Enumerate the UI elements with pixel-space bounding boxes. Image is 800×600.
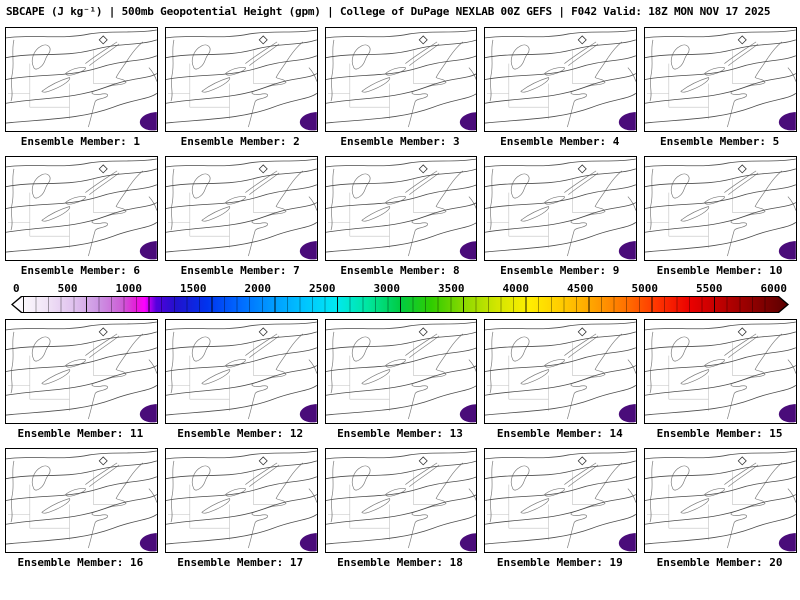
colorbar-tick: 4000 — [502, 282, 530, 295]
ensemble-panel: Ensemble Member: 5 — [644, 27, 797, 150]
ensemble-panel: Ensemble Member: 14 — [484, 319, 638, 442]
weather-map-graphic — [5, 27, 158, 132]
ensemble-member-label: Ensemble Member: 8 — [340, 264, 460, 277]
weather-map-graphic — [644, 156, 797, 261]
colorbar-tick: 5000 — [631, 282, 659, 295]
ensemble-panel: Ensemble Member: 19 — [484, 448, 638, 571]
colorbar-tick: 2000 — [244, 282, 272, 295]
page-title: SBCAPE (J kg⁻¹) | 500mb Geopotential Hei… — [6, 5, 771, 18]
ensemble-member-label: Ensemble Member: 17 — [177, 556, 304, 569]
ensemble-panel: Ensemble Member: 16 — [5, 448, 158, 571]
weather-map-graphic — [324, 319, 478, 424]
ensemble-member-label: Ensemble Member: 3 — [340, 135, 460, 148]
ensemble-member-label: Ensemble Member: 13 — [337, 427, 463, 440]
ensemble-panel: Ensemble Member: 2 — [164, 27, 318, 150]
panel-grid: Ensemble Member: 1 Ensemble Member: 2 En… — [0, 27, 800, 571]
weather-map-graphic — [484, 448, 638, 553]
ensemble-panel: Ensemble Member: 8 — [324, 156, 478, 279]
weather-map-graphic — [324, 156, 478, 261]
ensemble-panel: Ensemble Member: 18 — [324, 448, 478, 571]
weather-map-graphic — [5, 319, 158, 424]
colorbar-tick: 5500 — [696, 282, 723, 295]
ensemble-member-label: Ensemble Member: 4 — [500, 135, 620, 148]
ensemble-member-label: Ensemble Member: 18 — [337, 556, 463, 569]
weather-map-graphic — [644, 319, 797, 424]
weather-map-graphic — [484, 156, 638, 261]
ensemble-member-label: Ensemble Member: 7 — [180, 264, 300, 277]
colorbar: 0 500 1000 1500 2000 2500 3000 3500 4000… — [11, 282, 789, 313]
weather-map-graphic — [164, 448, 318, 553]
ensemble-member-label: Ensemble Member: 16 — [17, 556, 144, 569]
ensemble-panel: Ensemble Member: 9 — [484, 156, 638, 279]
ensemble-panel: Ensemble Member: 15 — [644, 319, 797, 442]
colorbar-tick: 1000 — [115, 282, 143, 295]
colorbar-tick: 500 — [57, 282, 78, 295]
ensemble-row-4: Ensemble Member: 16 Ensemble Member: 17 … — [5, 448, 797, 571]
weather-map-graphic — [5, 156, 158, 261]
ensemble-member-label: Ensemble Member: 15 — [656, 427, 783, 440]
weather-map-graphic — [164, 156, 318, 261]
colorbar-tick-labels: 0 500 1000 1500 2000 2500 3000 3500 4000… — [11, 282, 789, 295]
ensemble-panel: Ensemble Member: 1 — [5, 27, 158, 150]
ensemble-panel: Ensemble Member: 17 — [164, 448, 318, 571]
weather-map-graphic — [484, 319, 638, 424]
ensemble-member-label: Ensemble Member: 1 — [20, 135, 140, 148]
colorbar-segment-lines — [23, 297, 777, 312]
ensemble-row-3: Ensemble Member: 11 Ensemble Member: 12 … — [5, 319, 797, 442]
colorbar-tick: 0 — [13, 282, 20, 295]
ensemble-member-label: Ensemble Member: 5 — [659, 135, 780, 148]
weather-map-graphic — [484, 27, 638, 132]
colorbar-tick: 2500 — [309, 282, 336, 295]
weather-map-graphic — [324, 448, 478, 553]
colorbar-tick: 3500 — [438, 282, 465, 295]
ensemble-member-label: Ensemble Member: 12 — [177, 427, 304, 440]
ensemble-panel: Ensemble Member: 4 — [484, 27, 638, 150]
ensemble-panel: Ensemble Member: 11 — [5, 319, 158, 442]
ensemble-row-2: Ensemble Member: 6 Ensemble Member: 7 En… — [5, 156, 797, 279]
colorbar-tick: 3000 — [373, 282, 401, 295]
weather-map-graphic — [5, 448, 158, 553]
ensemble-panel: Ensemble Member: 12 — [164, 319, 318, 442]
ensemble-member-label: Ensemble Member: 6 — [20, 264, 140, 277]
ensemble-member-label: Ensemble Member: 11 — [17, 427, 144, 440]
weather-map-graphic — [164, 27, 318, 132]
ensemble-member-label: Ensemble Member: 20 — [656, 556, 783, 569]
ensemble-panel: Ensemble Member: 7 — [164, 156, 318, 279]
ensemble-member-label: Ensemble Member: 10 — [656, 264, 783, 277]
colorbar-tick: 6000 — [760, 282, 788, 295]
weather-map-graphic — [644, 448, 797, 553]
weather-map-graphic — [324, 27, 478, 132]
ensemble-panel: Ensemble Member: 13 — [324, 319, 478, 442]
ensemble-row-1: Ensemble Member: 1 Ensemble Member: 2 En… — [5, 27, 797, 150]
ensemble-member-label: Ensemble Member: 19 — [496, 556, 623, 569]
ensemble-panel: Ensemble Member: 20 — [644, 448, 797, 571]
ensemble-member-label: Ensemble Member: 2 — [180, 135, 300, 148]
weather-map-graphic — [644, 27, 797, 132]
ensemble-panel: Ensemble Member: 10 — [644, 156, 797, 279]
weather-map-graphic — [164, 319, 318, 424]
colorbar-tick: 4500 — [567, 282, 594, 295]
ensemble-panel: Ensemble Member: 3 — [324, 27, 478, 150]
colorbar-bar — [11, 296, 789, 313]
colorbar-tick: 1500 — [180, 282, 207, 295]
ensemble-panel: Ensemble Member: 6 — [5, 156, 158, 279]
ensemble-member-label: Ensemble Member: 9 — [500, 264, 620, 277]
ensemble-member-label: Ensemble Member: 14 — [496, 427, 623, 440]
